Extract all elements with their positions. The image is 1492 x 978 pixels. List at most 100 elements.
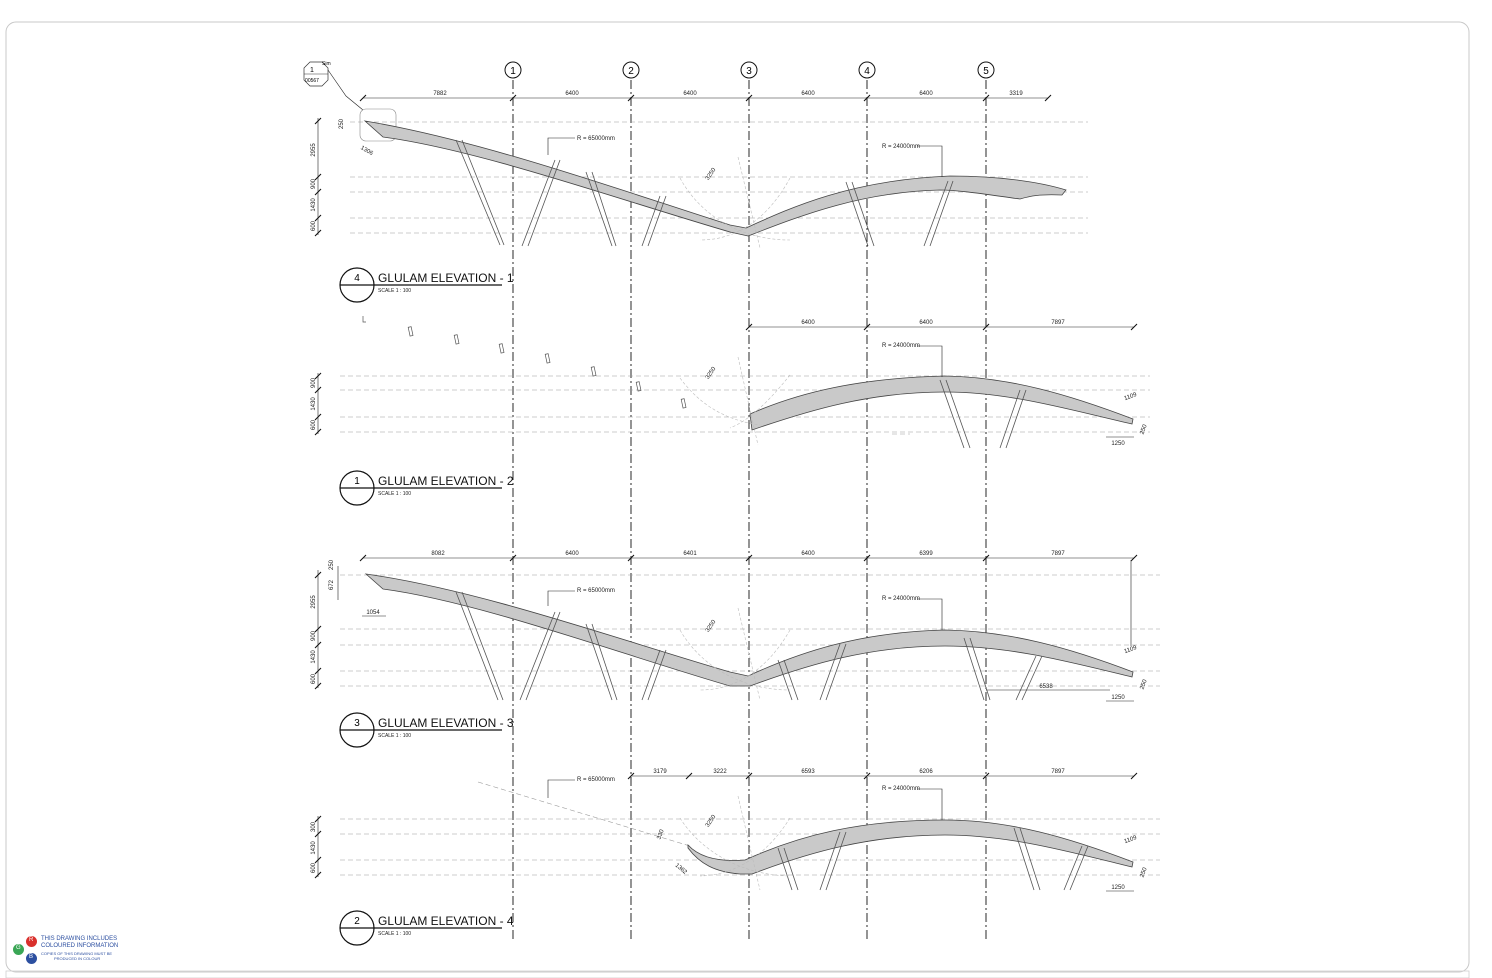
e3-dim-1: 8082 [431, 551, 445, 557]
e1-small-dim-3: 1306 [359, 145, 374, 157]
e4-dim-2: 3222 [713, 769, 727, 775]
title-strip [5, 970, 1470, 978]
e3-small-dim-2: 1109 [1124, 645, 1139, 655]
e3-left-dim-1: 250 [329, 559, 335, 570]
colour-note-line-4: PRODUCED IN COLOUR [54, 956, 101, 961]
e1-dim-2: 6400 [565, 91, 579, 97]
e3-small-dim-1: 1054 [366, 610, 380, 616]
e4-scale: SCALE 1 : 100 [378, 931, 411, 937]
callout-note: Sim [322, 61, 331, 67]
e3-left-dim-2: 672 [329, 579, 335, 590]
e1-angle-dim: 3250 [705, 167, 718, 182]
e4-dim-3: 6593 [801, 769, 815, 775]
e1-dim-1: 7882 [433, 91, 447, 97]
e2-left-dim-2: 1430 [311, 397, 317, 411]
e3-radius-2: R = 24000mm [882, 596, 920, 602]
e2-small-dim-3: 250 [1140, 423, 1149, 435]
e1-dim-4: 6400 [801, 91, 815, 97]
e3-dim-2: 6400 [565, 551, 579, 557]
e3-scale: SCALE 1 : 100 [378, 733, 411, 739]
e1-radius-2: R = 24000mm [882, 144, 920, 150]
grid-label-4: 4 [864, 66, 870, 77]
elevation-2: 6400 6400 7897 900 1430 600 3250 [311, 316, 1150, 506]
e1-scale: SCALE 1 : 100 [378, 288, 411, 294]
e1-dim-5: 6400 [919, 91, 933, 97]
e4-small-dim-2: 1362 [674, 863, 689, 877]
e4-glulam-beam [687, 819, 1134, 875]
e1-left-dim-1: 2955 [311, 143, 317, 157]
colour-note-line-3: COPIES OF THIS DRAWING MUST BE [41, 951, 113, 956]
e4-left-dim-2: 1430 [311, 841, 317, 855]
e1-columns [455, 139, 954, 247]
grid-label-3: 3 [746, 66, 752, 77]
e3-dim-3: 6401 [683, 551, 697, 557]
e3-dim-4: 6400 [801, 551, 815, 557]
grid-label-2: 2 [628, 66, 634, 77]
e4-title: GLULAM ELEVATION - 4 [378, 914, 514, 928]
e3-number: 3 [354, 718, 360, 729]
e4-small-dim-5: 250 [1140, 866, 1149, 878]
e1-left-dim-3: 1430 [311, 198, 317, 212]
e1-dim-3: 6400 [683, 91, 697, 97]
e4-title-block: 2 GLULAM ELEVATION - 4 SCALE 1 : 100 [339, 910, 514, 946]
e4-dim-1: 3179 [653, 769, 667, 775]
e3-left-dim-4: 900 [311, 630, 317, 641]
e4-dim-5: 7897 [1051, 769, 1065, 775]
e3-left-dim-6: 600 [311, 673, 317, 684]
sheet-border [5, 21, 1470, 973]
grid-bubble-1: 1 [504, 61, 522, 79]
e3-title-block: 3 GLULAM ELEVATION - 3 SCALE 1 : 100 [339, 712, 514, 748]
e4-small-dim-4: 1250 [1111, 885, 1125, 891]
e3-radius-1: R = 65000mm [577, 588, 615, 594]
section-callout[interactable]: 1 00567 Sim [303, 61, 397, 142]
grid-bubble-3: 3 [740, 61, 758, 79]
e2-angle-dim: 3250 [705, 366, 718, 381]
e1-radius-1: R = 65000mm [577, 136, 615, 142]
e4-left-dim-1: 300 [311, 821, 317, 832]
e2-dim-2: 6400 [919, 320, 933, 326]
e3-left-dim-5: 1430 [311, 650, 317, 664]
e1-number: 4 [354, 273, 360, 284]
elevation-4: 3179 3222 6593 6206 7897 300 1430 600 32… [311, 769, 1160, 946]
e1-title: GLULAM ELEVATION - 1 [378, 271, 514, 285]
callout-number: 1 [310, 67, 314, 74]
e4-radius-1: R = 65000mm [577, 777, 615, 783]
e4-radius-2: R = 24000mm [882, 786, 920, 792]
e1-dim-6: 3319 [1009, 91, 1023, 97]
grid-lines: 1 2 3 4 5 [504, 61, 995, 940]
e3-dim-5: 6399 [919, 551, 933, 557]
e4-angle-dim: 3250 [705, 814, 718, 829]
e2-dim-3: 7897 [1051, 320, 1065, 326]
red-dot-icon [26, 936, 37, 947]
e2-glulam-beam [749, 375, 1134, 431]
grid-bubble-2: 2 [622, 61, 640, 79]
e1-left-dim-2: 900 [311, 178, 317, 189]
e4-small-dim-1: 330 [657, 828, 666, 840]
e2-columns [939, 379, 1027, 449]
e1-glulam-beam [363, 120, 1067, 237]
blue-dot-label: B [29, 954, 34, 960]
green-dot-label: G [16, 945, 21, 951]
e1-title-block: 4 GLULAM ELEVATION - 1 SCALE 1 : 100 [339, 267, 514, 303]
e3-small-dim-4: 1250 [1111, 695, 1125, 701]
e2-title-block: 1 GLULAM ELEVATION - 2 SCALE 1 : 100 [339, 470, 514, 506]
e2-title: GLULAM ELEVATION - 2 [378, 474, 514, 488]
e4-left-dim-3: 600 [311, 862, 317, 873]
e1-left-dim-4: 600 [311, 220, 317, 231]
e3-small-dim-3: 6538 [1039, 684, 1053, 690]
e4-columns [777, 827, 1089, 891]
e3-left-dim-3: 2955 [311, 595, 317, 609]
green-dot-icon [13, 944, 24, 955]
grid-label-1: 1 [510, 66, 516, 77]
colour-note-line-1: THIS DRAWING INCLUDES [41, 936, 118, 942]
e3-small-dim-5: 250 [1140, 678, 1149, 690]
e2-small-dim-1: 1109 [1124, 392, 1139, 402]
e4-dim-4: 6206 [919, 769, 933, 775]
e4-small-dim-3: 1109 [1124, 835, 1139, 845]
grid-label-5: 5 [983, 66, 989, 77]
grid-bubble-4: 4 [858, 61, 876, 79]
callout-ref: 00567 [305, 78, 319, 84]
e2-dim-1: 6400 [801, 320, 815, 326]
e3-angle-dim: 3250 [705, 619, 718, 634]
e3-dim-6: 7897 [1051, 551, 1065, 557]
